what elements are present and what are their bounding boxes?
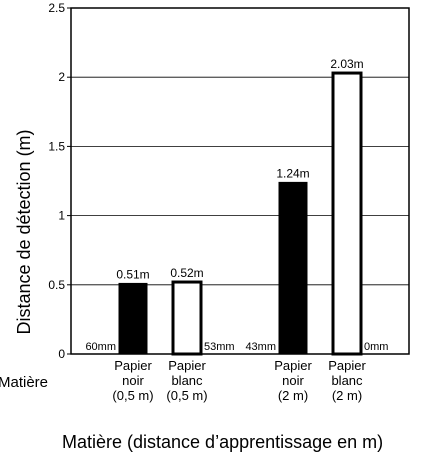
x-axis-label: Matière (distance d’apprentissage en m) bbox=[62, 432, 383, 452]
category-label-line: Papier bbox=[114, 358, 152, 373]
y-tick-label: 2 bbox=[58, 70, 65, 84]
data-labels: 0.51m 60mm 0.52m 53mm 1.24m 43mm 2.03m 0mm bbox=[85, 57, 388, 353]
category-label-line: noir bbox=[282, 373, 304, 388]
category-label-line: Papier bbox=[328, 358, 366, 373]
bar bbox=[171, 280, 203, 356]
category-label-line: (2 m) bbox=[332, 388, 362, 403]
bar-side-label: 0mm bbox=[364, 341, 388, 353]
y-tick-label: 0 bbox=[58, 347, 65, 361]
bar-value-label: 0.52m bbox=[170, 266, 203, 280]
bar-value-label: 2.03m bbox=[330, 57, 363, 71]
category-label-line: (2 m) bbox=[278, 388, 308, 403]
bar-side-label: 43mm bbox=[245, 341, 276, 353]
category-label-line: (0,5 m) bbox=[112, 388, 153, 403]
category-label-line: Papier bbox=[274, 358, 312, 373]
category-label-line: Papier bbox=[168, 358, 206, 373]
bar-side-label: 60mm bbox=[85, 341, 116, 353]
bar-side-label: 53mm bbox=[204, 341, 235, 353]
bar-value-label: 0.51m bbox=[116, 267, 149, 281]
y-tick-label: 0.5 bbox=[48, 278, 65, 292]
y-ticks: 0 0.5 1 1.5 2 2.5 bbox=[48, 1, 71, 361]
y-axis-label: Distance de détection (m) bbox=[14, 129, 34, 334]
row-label: Matière bbox=[0, 374, 48, 391]
bar bbox=[278, 181, 308, 355]
plot-frame bbox=[70, 7, 410, 355]
y-tick-label: 1 bbox=[58, 209, 65, 223]
bar bbox=[118, 282, 148, 355]
plot-border bbox=[70, 7, 410, 355]
y-tick-label: 2.5 bbox=[48, 1, 65, 15]
bar-value-label: 1.24m bbox=[276, 166, 309, 180]
category-label-line: blanc bbox=[171, 373, 203, 388]
category-label-line: blanc bbox=[331, 373, 363, 388]
bar bbox=[331, 71, 363, 356]
category-label-line: (0,5 m) bbox=[166, 388, 207, 403]
category-label-line: noir bbox=[122, 373, 144, 388]
bars-group bbox=[118, 71, 363, 356]
y-tick-label: 1.5 bbox=[48, 139, 65, 153]
